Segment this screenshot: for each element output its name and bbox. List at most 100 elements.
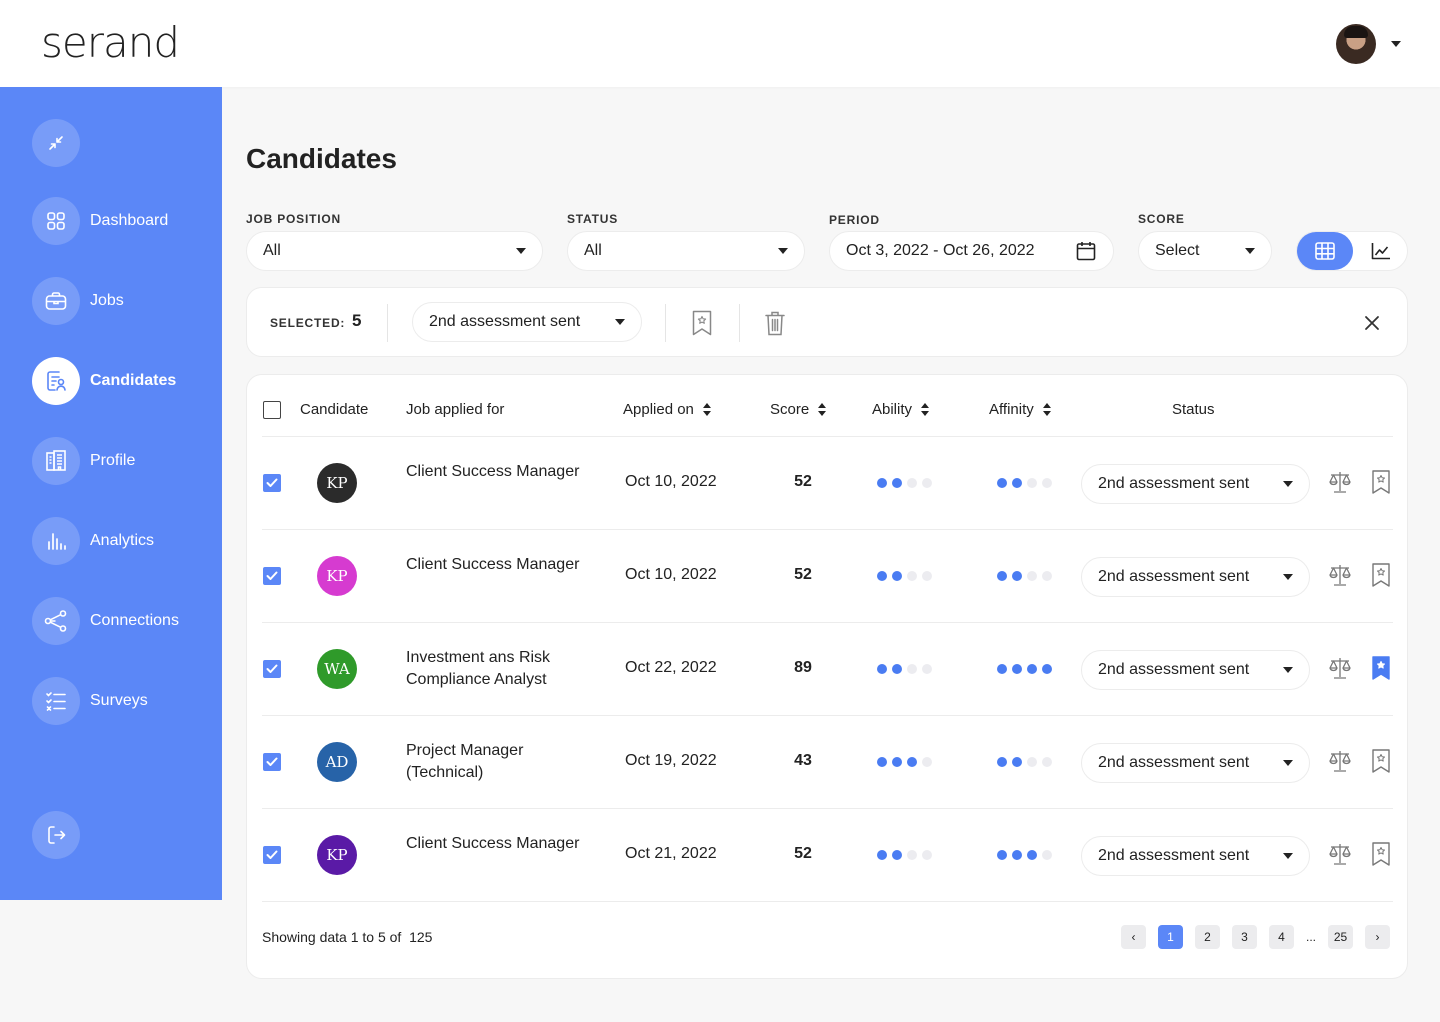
chevron-down-icon[interactable] xyxy=(1391,41,1401,47)
bookmark-icon[interactable] xyxy=(1368,841,1394,867)
view-toggle xyxy=(1296,231,1408,271)
rating-dot xyxy=(907,850,917,860)
score-value: 52 xyxy=(794,845,812,862)
rating-dot xyxy=(892,757,902,767)
chart-view-button[interactable] xyxy=(1353,232,1409,270)
bookmark-icon[interactable] xyxy=(1368,469,1394,495)
column-header-score[interactable]: Score xyxy=(770,401,827,418)
bookmark-icon[interactable] xyxy=(1368,655,1394,681)
sidebar-item-jobs[interactable]: Jobs xyxy=(32,277,124,325)
sidebar-item-connections[interactable]: Connections xyxy=(32,597,179,645)
next-page-button[interactable]: › xyxy=(1365,925,1391,949)
rating-dot xyxy=(997,664,1007,674)
sidebar-item-candidates[interactable]: Candidates xyxy=(32,357,176,405)
candidate-avatar[interactable]: KP xyxy=(317,463,357,503)
select-all-checkbox[interactable] xyxy=(263,401,281,419)
job-title: Investment ans Risk Compliance Analyst xyxy=(406,649,551,688)
candidate-avatar[interactable]: AD xyxy=(317,742,357,782)
table-row[interactable]: WA Investment ans Risk Compliance Analyst… xyxy=(247,623,1409,716)
compare-scale-icon[interactable] xyxy=(1327,469,1353,495)
table-row[interactable]: KP Client Success Manager Oct 21, 2022 52 2n… xyxy=(247,809,1409,902)
compare-scale-icon[interactable] xyxy=(1327,841,1353,867)
compare-scale-icon[interactable] xyxy=(1327,562,1353,588)
row-checkbox[interactable] xyxy=(263,474,281,492)
candidate-avatar[interactable]: WA xyxy=(317,649,357,689)
row-checkbox[interactable] xyxy=(263,753,281,771)
column-header-affinity[interactable]: Affinity xyxy=(989,401,1051,418)
logout-button[interactable] xyxy=(32,811,80,859)
page-button[interactable]: 25 xyxy=(1328,925,1354,949)
caret-down-icon xyxy=(1283,853,1293,859)
page-button[interactable]: 4 xyxy=(1269,925,1294,949)
caret-down-icon xyxy=(1283,667,1293,673)
calendar-icon[interactable] xyxy=(1075,240,1097,262)
page-button[interactable]: 1 xyxy=(1158,925,1183,949)
row-status-select[interactable]: 2nd assessment sent xyxy=(1081,836,1310,876)
table-row[interactable]: AD Project Manager (Technical) Oct 19, 202… xyxy=(247,716,1409,809)
row-checkbox[interactable] xyxy=(263,567,281,585)
sidebar-item-label: Profile xyxy=(90,452,136,469)
row-status-select[interactable]: 2nd assessment sent xyxy=(1081,557,1310,597)
sidebar-item-dashboard[interactable]: Dashboard xyxy=(32,197,168,245)
share-icon xyxy=(32,597,80,645)
sidebar-collapse-button[interactable] xyxy=(32,119,80,167)
page-button[interactable]: 2 xyxy=(1195,925,1220,949)
row-status-value: 2nd assessment sent xyxy=(1098,754,1250,771)
column-header-applied[interactable]: Applied on xyxy=(623,401,711,418)
period-date-range[interactable]: Oct 3, 2022 - Oct 26, 2022 xyxy=(829,231,1114,271)
applied-date: Oct 10, 2022 xyxy=(625,566,717,583)
row-checkbox[interactable] xyxy=(263,846,281,864)
bookmark-icon[interactable] xyxy=(1368,562,1394,588)
sidebar-item-label: Candidates xyxy=(90,372,177,389)
rating-dot xyxy=(1012,478,1022,488)
brand-logo[interactable]: serand xyxy=(41,18,180,67)
table-icon xyxy=(1314,241,1336,261)
rating-dot xyxy=(1042,757,1052,767)
rating-dot xyxy=(907,664,917,674)
close-icon[interactable] xyxy=(1361,312,1383,334)
table-row[interactable]: KP Client Success Manager Oct 10, 2022 52 2n… xyxy=(247,437,1409,530)
score-select[interactable]: Select xyxy=(1138,231,1272,271)
page-button[interactable]: 3 xyxy=(1232,925,1257,949)
sidebar-item-analytics[interactable]: Analytics xyxy=(32,517,154,565)
status-select[interactable]: All xyxy=(567,231,805,271)
bulk-status-select[interactable]: 2nd assessment sent xyxy=(412,302,642,342)
column-header-candidate: Candidate xyxy=(300,401,369,418)
row-status-value: 2nd assessment sent xyxy=(1098,475,1250,492)
table-view-button[interactable] xyxy=(1297,232,1353,270)
row-status-select[interactable]: 2nd assessment sent xyxy=(1081,464,1310,504)
sidebar-item-surveys[interactable]: Surveys xyxy=(32,677,148,725)
sidebar-item-profile[interactable]: Profile xyxy=(32,437,135,485)
affinity-rating xyxy=(997,571,1052,581)
job-position-select[interactable]: All xyxy=(246,231,543,271)
bookmark-icon[interactable] xyxy=(1368,748,1394,774)
prev-page-button[interactable]: ‹ xyxy=(1121,925,1146,949)
rating-dot xyxy=(922,850,932,860)
rating-dot xyxy=(907,478,917,488)
rating-dot xyxy=(997,850,1007,860)
user-avatar[interactable] xyxy=(1336,24,1376,64)
candidate-avatar[interactable]: KP xyxy=(317,556,357,596)
score-value: 43 xyxy=(794,752,812,769)
trash-icon[interactable] xyxy=(763,309,787,337)
period-label: PERIOD xyxy=(829,213,880,227)
rating-dot xyxy=(1012,571,1022,581)
building-icon xyxy=(32,437,80,485)
rating-dot xyxy=(1012,850,1022,860)
compare-scale-icon[interactable] xyxy=(1327,655,1353,681)
row-status-select[interactable]: 2nd assessment sent xyxy=(1081,743,1310,783)
table-row[interactable]: KP Client Success Manager Oct 10, 2022 52 2n… xyxy=(247,530,1409,623)
rating-dot xyxy=(922,478,932,488)
column-header-job: Job applied for xyxy=(406,401,505,418)
rating-dot xyxy=(1042,478,1052,488)
bookmark-icon[interactable] xyxy=(689,309,715,337)
rating-dot xyxy=(907,571,917,581)
row-status-select[interactable]: 2nd assessment sent xyxy=(1081,650,1310,690)
ability-rating xyxy=(877,571,932,581)
row-checkbox[interactable] xyxy=(263,660,281,678)
candidate-avatar[interactable]: KP xyxy=(317,835,357,875)
candidates-table: Candidate Job applied for Applied on Sco… xyxy=(246,374,1408,979)
rating-dot xyxy=(1027,757,1037,767)
column-header-ability[interactable]: Ability xyxy=(872,401,930,418)
compare-scale-icon[interactable] xyxy=(1327,748,1353,774)
